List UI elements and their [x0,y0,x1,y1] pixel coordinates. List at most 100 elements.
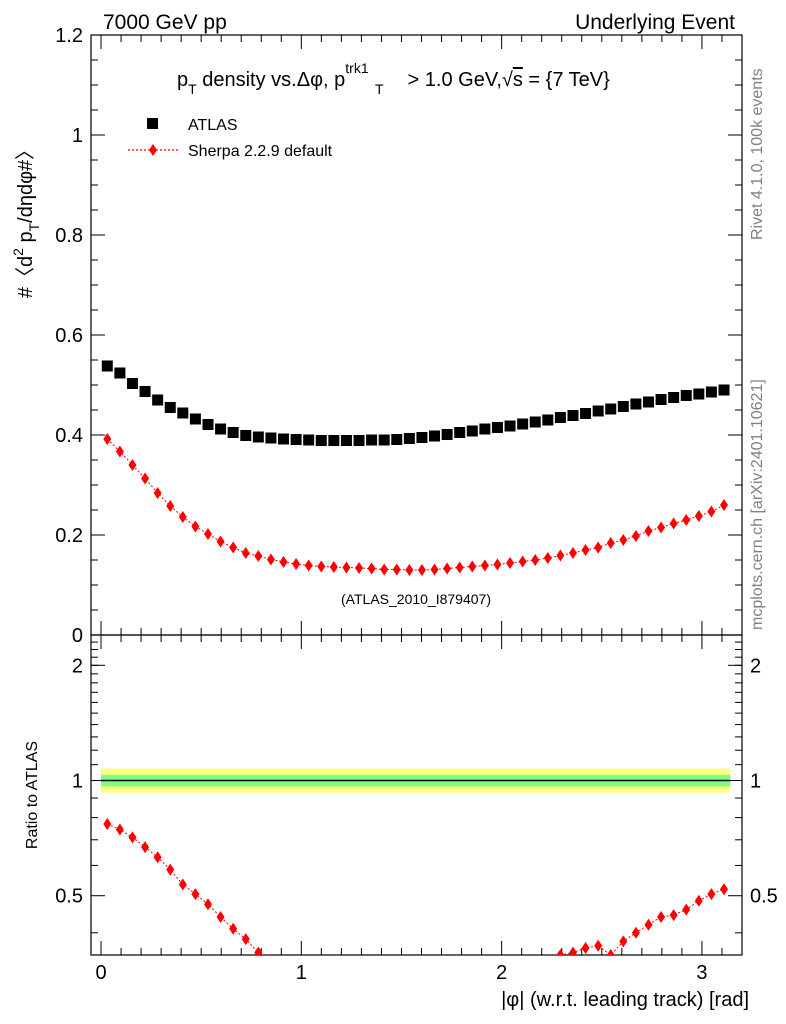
sherpa-point [128,459,137,471]
sherpa-point [115,445,124,458]
title-part-cut: > 1.0 GeV,√ [402,69,513,91]
atlas-point [630,398,642,410]
atlas-point [592,405,604,417]
atlas-point [303,434,315,446]
sherpa-ratio-point [547,953,549,955]
title-part-energy: = {7 TeV} [523,69,610,91]
sherpa-ratio-point [468,975,476,987]
x-tick-label: 2 [496,962,507,984]
atlas-point [542,414,554,426]
sherpa-ratio-point [141,841,150,854]
atlas-point [340,435,352,446]
sherpa-point [493,558,502,571]
sherpa-ratio-point [342,975,350,987]
atlas-point [517,418,529,430]
atlas-point [290,434,302,445]
sherpa-ratio-point [166,863,175,876]
atlas-point [705,386,717,398]
title-part-density: density vs.Δφ, p [197,69,346,91]
atlas-point [202,419,214,430]
sherpa-point [216,535,225,548]
sherpa-ratio-point [178,878,187,891]
sherpa-point [355,562,364,574]
sherpa-point [631,530,640,542]
sherpa-point [266,553,275,566]
atlas-point [101,360,113,372]
ratio-x-ticks [100,635,723,955]
sherpa-point [694,510,703,522]
sherpa-ratio-point [368,975,376,987]
sherpa-point [543,552,552,564]
sherpa-ratio-point [707,888,716,901]
atlas-point [227,427,239,438]
sherpa-point [506,557,515,569]
sherpa-point [619,534,628,546]
sherpa-point [203,528,212,540]
atlas-point [680,390,692,401]
title-part-T: T [188,81,197,97]
sherpa-ratio-point [506,969,514,981]
x-tick-label: 3 [696,962,707,984]
ratio-y-tick-label-right: 2 [750,655,761,677]
sherpa-point [657,521,666,534]
main-y-tick-label: 0.6 [55,325,83,347]
sherpa-ratio-point [241,933,250,946]
sherpa-ratio-point [669,909,678,922]
sherpa-point [417,564,426,576]
atlas-point [378,434,390,446]
atlas-point [642,396,654,408]
sherpa-point [178,511,187,523]
title-part-trk1: trk1 [345,60,369,76]
atlas-point [164,402,176,413]
sherpa-point [720,499,729,511]
sherpa-point [430,563,439,576]
sherpa-point [581,544,590,556]
sherpa-ratio-point [720,883,729,896]
sherpa-ratio-point [519,964,527,976]
atlas-point [554,412,566,423]
sherpa-ratio-point [644,918,653,931]
sherpa-point [392,563,401,576]
ylabel-part-3: T [26,222,42,231]
sherpa-point [153,487,162,499]
sherpa-point [317,560,326,573]
sherpa-ratio-point [405,975,413,987]
main-y-tick-label: 1 [72,125,83,147]
sherpa-point [342,561,351,574]
main-y-ticks: 0 0.2 0.4 0.6 0.8 1 1.2 [55,25,742,647]
sherpa-ratio-point [103,817,112,830]
x-tick-labels: 0 1 2 3 [95,962,707,984]
sherpa-ratio-point [330,975,338,987]
atlas-point [655,394,667,405]
sherpa-ratio-point [380,975,388,987]
sherpa-point [304,559,313,572]
sherpa-ratio-point [128,831,137,844]
sherpa-point [606,537,615,549]
atlas-point [139,386,151,397]
sherpa-ratio-point [203,898,212,911]
sherpa-point [329,561,338,573]
ratio-y-tick-label-right: 0.5 [750,886,778,908]
title-part-T2: T [375,81,384,97]
sherpa-point [594,541,603,554]
atlas-point [466,425,478,437]
main-data-layer [101,360,730,576]
sherpa-ratio-point [216,910,225,923]
sherpa-ratio-line [107,823,725,955]
ratio-uncertainty-band [101,768,731,793]
atlas-point [215,423,227,435]
atlas-point [278,433,290,445]
sherpa-point [468,560,477,573]
mcplots-label: mcplots.cern.ch [arXiv:2401.10621] [749,379,766,630]
sherpa-line [106,438,725,571]
sherpa-point [531,554,540,566]
main-y-tick-label: 0.8 [55,225,83,247]
main-y-tick-label: 0 [72,625,83,647]
atlas-point [718,384,730,396]
sherpa-point [455,561,464,574]
atlas-point [529,416,541,428]
atlas-point [177,407,189,419]
title-part-p: p [177,69,188,91]
sherpa-point [644,525,653,537]
sherpa-ratio-point [481,975,489,987]
